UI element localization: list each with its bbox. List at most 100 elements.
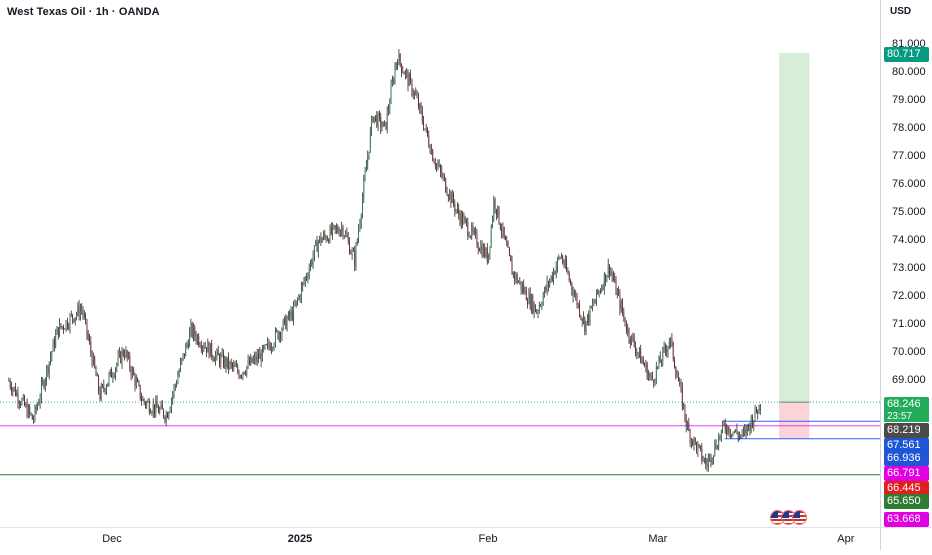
candle-body [702, 460, 704, 461]
candle-body [385, 121, 387, 130]
candle-body [232, 363, 233, 367]
candle-body [727, 426, 729, 434]
candle-body [605, 273, 607, 282]
candle-body [407, 72, 409, 86]
candle-body [8, 381, 10, 382]
candle-body [424, 128, 426, 130]
candle-body [73, 318, 75, 322]
candle-body [583, 317, 584, 322]
candle-body [731, 434, 733, 436]
candle-body [246, 366, 248, 374]
candle-body [332, 225, 334, 234]
candle-body [677, 377, 679, 382]
candle-body [9, 381, 11, 388]
candle-body [527, 300, 529, 304]
candle-body [625, 325, 627, 332]
us-flag-icon[interactable] [792, 510, 807, 525]
currency-label[interactable]: USD [890, 6, 912, 17]
candle-body [336, 227, 337, 229]
candle-body [729, 434, 731, 435]
candle-body [195, 336, 197, 342]
candle-body [575, 295, 577, 296]
candle-body [386, 111, 388, 130]
candle-body [338, 231, 340, 236]
candle-body [325, 236, 327, 241]
candle-body [641, 360, 643, 364]
candle-body [683, 404, 685, 408]
price-tick-label: 70.000 [892, 346, 926, 358]
candle-body [320, 236, 322, 243]
price-tick-label: 73.000 [892, 262, 926, 274]
candle-body [497, 206, 499, 215]
candle-body [297, 299, 298, 301]
candle-body [33, 419, 35, 421]
candle-body [501, 229, 503, 233]
candle-body [27, 406, 29, 417]
candle-body [289, 312, 291, 317]
candle-body [589, 306, 591, 322]
price-tick-label: 75.000 [892, 206, 926, 218]
candle-body [696, 442, 698, 452]
candle-body [703, 459, 705, 461]
candle-body [35, 406, 37, 410]
candle-body [169, 408, 171, 413]
candle-body [208, 342, 210, 357]
candle-body [263, 346, 265, 349]
candle-body [134, 375, 136, 386]
candle-body [549, 280, 551, 286]
candle-body [746, 424, 748, 434]
candle-body [551, 275, 553, 280]
candle-body [345, 233, 347, 236]
price-tag: 65.650 [884, 494, 929, 509]
candle-body [638, 348, 640, 353]
candle-body [83, 315, 85, 317]
candle-body [645, 363, 647, 367]
price-tick-label: 76.000 [892, 178, 926, 190]
candle-body [104, 389, 106, 392]
price-tag: 66.791 [884, 466, 929, 481]
candle-body [689, 430, 691, 443]
candle-body [163, 409, 165, 417]
candle-body [276, 330, 278, 332]
candle-body [633, 337, 635, 347]
candle-body [472, 226, 474, 232]
bar-countdown: 23:57 [884, 411, 929, 422]
candle-body [359, 223, 361, 230]
candle-body [121, 350, 123, 363]
candle-body [161, 404, 163, 410]
price-tick-label: 71.000 [892, 318, 926, 330]
chart-title[interactable]: West Texas Oil · 1h · OANDA [7, 6, 160, 18]
candle-body [349, 240, 350, 254]
candle-body [307, 276, 309, 278]
candle-body [546, 281, 548, 291]
candle-body [456, 208, 458, 210]
candle-body [607, 264, 609, 276]
time-tick-label: Dec [102, 533, 122, 545]
candle-body [317, 241, 319, 252]
candle-body [187, 343, 189, 347]
candle-body [172, 394, 174, 400]
candle-body [203, 346, 205, 349]
candle-body [211, 343, 213, 357]
candle-body [79, 309, 81, 317]
price-tag: 68.219 [884, 423, 929, 438]
candle-body [40, 382, 42, 399]
candle-body [251, 357, 253, 363]
candle-body [692, 439, 694, 446]
candle-body [380, 116, 382, 128]
candle-body [508, 247, 510, 256]
candle-body [737, 433, 739, 438]
candle-body [519, 281, 521, 283]
candle-body [603, 273, 605, 290]
candle-body [567, 270, 569, 275]
candle-body [137, 380, 139, 382]
candle-body [178, 370, 180, 377]
economic-events[interactable] [770, 510, 810, 526]
candle-body [398, 53, 400, 65]
candle-body [469, 236, 471, 238]
candle-body [758, 404, 760, 414]
position-stop-zone [779, 402, 810, 439]
candle-body [411, 79, 413, 94]
